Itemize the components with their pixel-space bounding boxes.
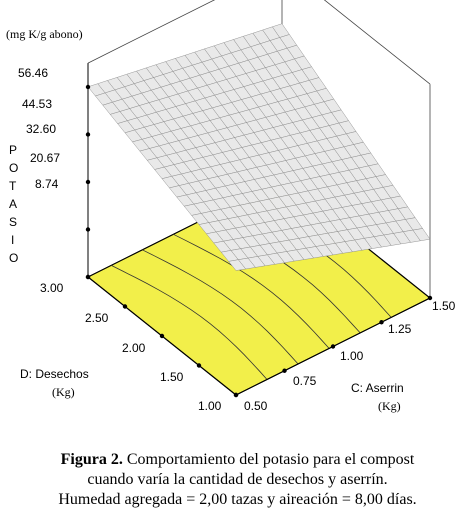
- figure-caption: Figura 2. Comportamiento del potasio par…: [0, 450, 475, 510]
- z-tick-mark: [85, 179, 91, 185]
- desechos-tick-label: 2.50: [85, 311, 109, 325]
- aserrin-axis: 0.50 0.75 1.00 1.25 1.50 C: Aserrin (Kg): [244, 299, 456, 413]
- desechos-tick-mark: [159, 333, 165, 339]
- aserrin-tick-mark: [233, 392, 239, 398]
- z-tick-mark: [85, 227, 91, 232]
- floor-contour-line: [173, 233, 330, 349]
- desechos-axis: 3.00 2.50 2.00 1.50 1.00 D: Desechos (Kg…: [20, 281, 222, 413]
- floor-contour-line: [142, 249, 299, 365]
- z-axis-label-letter: S: [9, 215, 17, 229]
- z-tick-label: 56.46: [18, 66, 48, 80]
- z-tick-label: 44.53: [22, 97, 52, 111]
- z-tick-label: 32.60: [26, 122, 56, 136]
- z-axis-label-letter: A: [9, 197, 17, 211]
- aserrin-tick-label: 1.50: [432, 299, 456, 313]
- z-axis-label-letter: P: [9, 143, 17, 157]
- desechos-tick-label: 2.00: [122, 341, 146, 355]
- desechos-axis-unit: (Kg): [52, 385, 75, 399]
- z-tick-mark: [85, 132, 91, 137]
- caption-line-1: Figura 2. Comportamiento del potasio par…: [0, 450, 475, 470]
- box-edge: [87, 0, 216, 64]
- z-tick-label: 8.74: [35, 177, 59, 191]
- aserrin-axis-label: C: Aserrin: [351, 381, 404, 395]
- box-front-frame: [85, 63, 433, 398]
- z-axis-label-letter: I: [11, 233, 14, 247]
- aserrin-axis-unit: (Kg): [378, 399, 401, 413]
- aserrin-tick-label: 1.25: [388, 322, 412, 336]
- aserrin-tick-mark: [427, 295, 433, 301]
- z-axis-unit: (mg K/g abono): [6, 27, 83, 41]
- z-tick-mark: [85, 84, 91, 90]
- aserrin-tick-label: 1.00: [340, 349, 364, 363]
- response-surface: [87, 23, 431, 271]
- z-axis-label-letter: O: [9, 251, 18, 265]
- box-edge: [323, 0, 431, 85]
- z-axis: (mg K/g abono) 56.46 44.53 32.60 20.67 8…: [6, 27, 83, 265]
- caption-figure-label: Figura 2.: [60, 451, 123, 468]
- desechos-tick-label: 1.50: [160, 370, 184, 384]
- desechos-tick-mark: [85, 274, 91, 280]
- caption-line-3: Humedad agregada = 2,00 tazas y aireació…: [58, 491, 417, 508]
- z-tick-label: 20.67: [30, 151, 60, 165]
- caption-text-1: Comportamiento del potasio para el compo…: [122, 451, 415, 468]
- aserrin-tick-mark: [379, 320, 384, 325]
- desechos-axis-label: D: Desechos: [20, 367, 89, 381]
- floor-contour-line: [111, 265, 268, 380]
- surface-mesh-cell: [228, 259, 247, 271]
- surface-plot: (mg K/g abono) 56.46 44.53 32.60 20.67 8…: [6, 0, 456, 413]
- aserrin-tick-label: 0.50: [244, 399, 268, 413]
- z-axis-label-letter: O: [9, 161, 18, 175]
- desechos-tick-mark: [122, 304, 128, 309]
- z-axis-label-letter: T: [9, 179, 17, 193]
- desechos-tick-label: 3.00: [40, 281, 64, 295]
- desechos-tick-label: 1.00: [198, 399, 222, 413]
- caption-line-2: cuando varía la cantidad de desechos y a…: [87, 471, 388, 488]
- aserrin-tick-mark: [330, 344, 336, 349]
- desechos-tick-mark: [196, 363, 202, 368]
- aserrin-tick-label: 0.75: [293, 374, 317, 388]
- aserrin-tick-mark: [282, 368, 287, 373]
